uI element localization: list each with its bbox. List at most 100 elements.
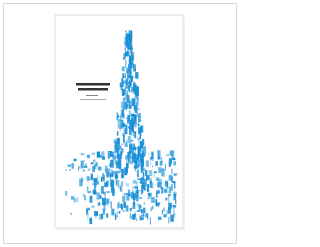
brush-stroke (164, 189, 168, 193)
brush-stroke (115, 215, 119, 217)
brush-stroke (133, 202, 136, 209)
brush-stroke (124, 202, 126, 208)
brush-stroke (101, 214, 103, 219)
brush-stroke (140, 130, 141, 140)
brush-stroke (137, 124, 139, 125)
brush-stroke (175, 200, 176, 204)
brush-stroke (131, 140, 134, 142)
brush-stroke (111, 172, 113, 174)
brush-stroke (79, 179, 83, 187)
brush-stroke (121, 204, 123, 210)
brush-stroke (121, 110, 124, 118)
brush-stroke (126, 118, 128, 119)
brush-stroke (138, 113, 141, 122)
brush-stroke (126, 43, 128, 47)
brush-stroke (134, 120, 137, 125)
brush-stroke (116, 179, 118, 185)
brush-stroke (137, 112, 138, 117)
brush-stroke (71, 196, 74, 200)
brush-stroke (128, 152, 131, 155)
brush-stroke (98, 203, 101, 206)
brush-stroke (86, 213, 88, 215)
brush-stroke (83, 193, 84, 197)
brush-stroke (137, 204, 138, 206)
brush-stroke (85, 163, 87, 165)
brush-stroke (111, 209, 114, 216)
brush-stroke (137, 210, 141, 212)
brush-stroke (117, 203, 118, 207)
brush-stroke (136, 158, 138, 165)
brush-stroke (94, 189, 96, 194)
brush-stroke (150, 157, 151, 165)
brush-stroke (112, 152, 113, 157)
brush-stroke (127, 183, 128, 186)
brush-stroke (173, 161, 176, 165)
brush-stroke (169, 162, 171, 167)
brush-stroke (163, 208, 165, 212)
brush-stroke (128, 35, 130, 36)
brush-stroke (122, 66, 125, 71)
brush-stroke (168, 196, 169, 204)
brush-stroke (134, 131, 136, 138)
brush-stroke (87, 155, 90, 159)
brush-stroke (137, 154, 140, 155)
brush-stroke (94, 164, 96, 169)
brush-stroke (123, 105, 125, 109)
brush-stroke (136, 182, 137, 185)
brush-stroke (74, 159, 77, 162)
brush-stroke (115, 171, 116, 179)
brush-stroke (124, 128, 127, 129)
brush-stroke (120, 83, 122, 88)
brush-stroke (107, 168, 110, 171)
brush-stroke (127, 120, 129, 124)
brush-stroke (131, 56, 133, 66)
brush-stroke (77, 197, 78, 202)
brush-stroke (170, 214, 174, 222)
brush-stroke (110, 175, 113, 177)
brush-stroke (92, 183, 94, 184)
brush-stroke (125, 60, 126, 68)
brush-stroke (117, 171, 120, 174)
brush-stroke (126, 141, 127, 143)
brush-stroke (138, 146, 140, 148)
brush-stroke (166, 210, 168, 214)
brush-stroke (128, 136, 131, 143)
brush-stroke (67, 165, 71, 167)
brush-stroke (117, 131, 119, 136)
brush-stroke (162, 210, 163, 214)
brush-stroke (126, 183, 127, 186)
brush-stroke (133, 180, 137, 184)
brush-stroke (69, 169, 70, 171)
brush-stroke (138, 109, 140, 110)
brush-stroke (122, 133, 123, 136)
brush-stroke (121, 102, 123, 109)
brush-stroke (173, 208, 174, 215)
brush-stroke (156, 190, 160, 193)
brush-stroke (150, 217, 151, 224)
brush-stroke (134, 99, 135, 108)
brush-stroke (119, 211, 120, 214)
brush-stroke (124, 87, 126, 94)
brush-stroke (81, 161, 84, 169)
brush-stroke (124, 48, 126, 49)
brush-stroke (142, 154, 145, 156)
brush-stroke (161, 169, 164, 177)
brush-stroke (161, 157, 162, 163)
brush-stroke (71, 163, 74, 169)
brush-stroke (120, 185, 121, 190)
brush-stroke (118, 180, 120, 188)
brush-stroke (143, 185, 145, 189)
brush-stroke (148, 193, 152, 197)
brush-stroke (149, 158, 153, 159)
brush-stroke (135, 165, 139, 169)
brush-stroke (121, 151, 123, 156)
brush-stroke (133, 153, 136, 159)
brush-stroke (158, 156, 160, 159)
brush-stroke (163, 214, 166, 217)
brush-stroke (118, 119, 120, 128)
brush-stroke (106, 213, 108, 217)
brush-stroke (141, 190, 143, 193)
brush-stroke (149, 170, 153, 176)
brush-stroke (139, 204, 141, 209)
brush-stroke (122, 196, 125, 202)
